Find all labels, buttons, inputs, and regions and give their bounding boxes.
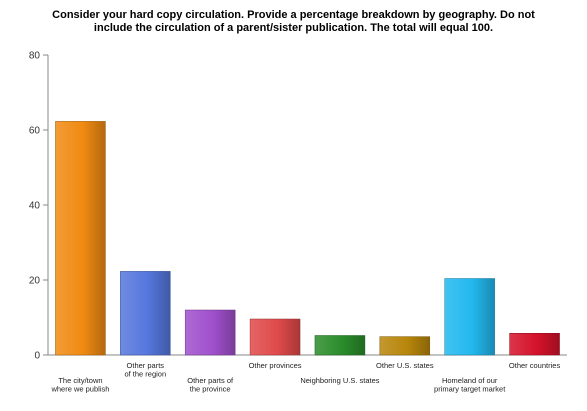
y-tick-label: 20 <box>29 276 41 287</box>
y-axis-ticks: 0 20 40 60 80 <box>29 51 48 362</box>
bar <box>55 121 106 356</box>
x-category-label: Other U.S. states <box>376 361 434 370</box>
x-category-label: Other parts of the province <box>187 376 234 394</box>
y-tick-label: 60 <box>29 126 41 137</box>
x-category-label: Neighboring U.S. states <box>300 376 379 385</box>
bar <box>444 278 495 356</box>
x-category-label: Other countries <box>509 361 561 370</box>
y-tick-label: 80 <box>29 51 41 62</box>
bar <box>509 333 560 356</box>
bar <box>379 336 431 356</box>
x-category-label: Homeland of our primary target market <box>434 376 506 394</box>
bar <box>184 309 236 356</box>
chart-title-line-1: Consider your hard copy circulation. Pro… <box>52 9 535 21</box>
x-category-label: Other parts of the region <box>124 361 166 379</box>
x-category-label: Other provinces <box>249 361 302 370</box>
x-category-label: The city/town where we publish <box>50 376 109 394</box>
chart-title: Consider your hard copy circulation. Pro… <box>0 9 587 35</box>
x-axis-labels: The city/town where we publish Other parts… <box>50 361 560 394</box>
y-tick-label: 40 <box>29 201 41 212</box>
bars <box>55 121 560 356</box>
chart-title-line-2: include the circulation of a parent/sist… <box>93 22 494 34</box>
y-tick-label: 0 <box>34 351 40 362</box>
bar <box>249 318 301 356</box>
bar <box>314 335 366 356</box>
bar <box>120 271 171 356</box>
